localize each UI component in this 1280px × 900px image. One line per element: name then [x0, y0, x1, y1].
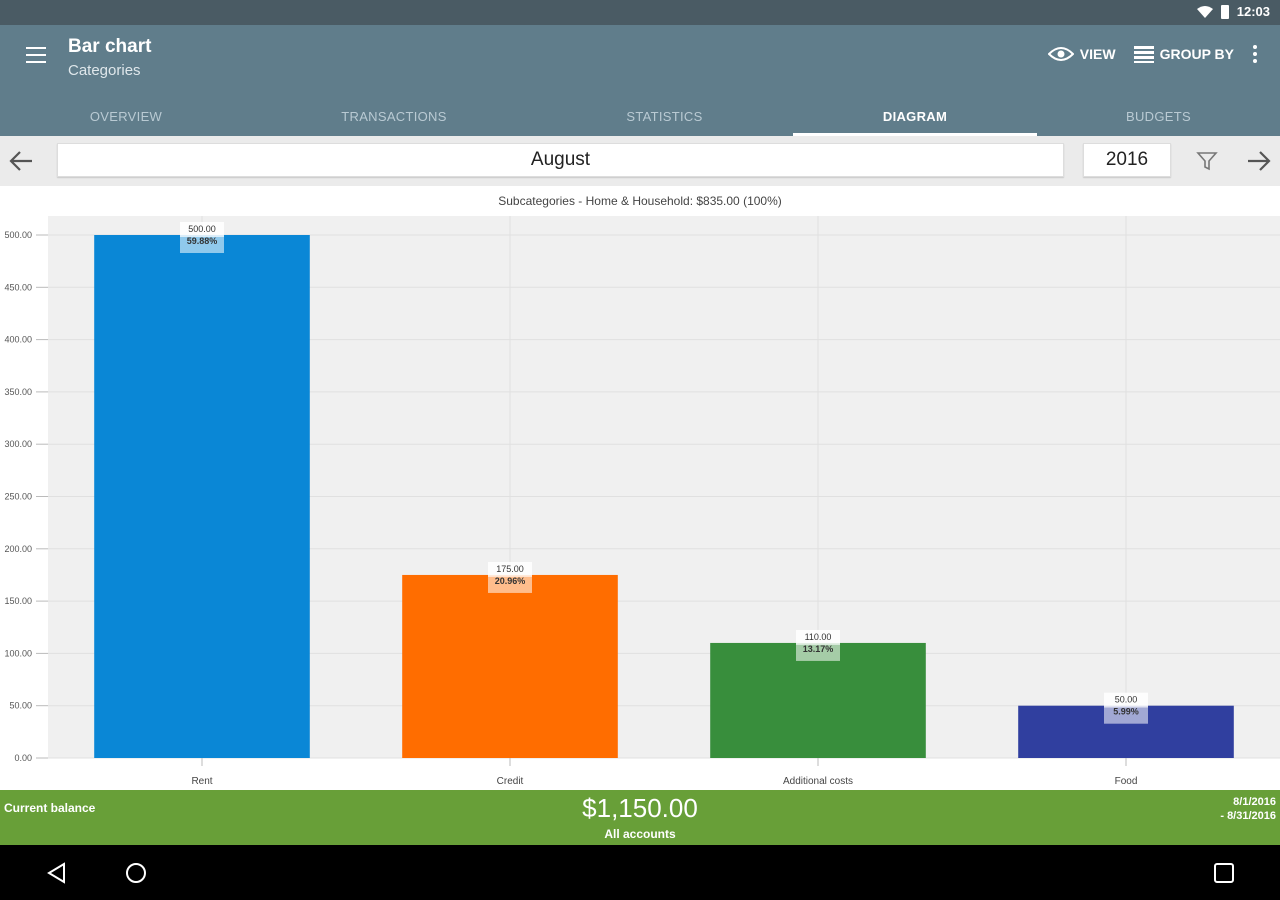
percent-label-box	[180, 237, 224, 253]
x-tick-label: Rent	[191, 776, 212, 787]
accounts-label: All accounts	[604, 827, 676, 841]
tab-transactions[interactable]: TRANSACTIONS	[341, 109, 447, 124]
x-tick-label: Additional costs	[783, 776, 853, 787]
eye-icon	[1047, 47, 1074, 61]
y-tick-label: 350.00	[4, 387, 32, 397]
y-tick-label: 150.00	[4, 596, 32, 606]
status-icons: 12:03	[1196, 4, 1270, 19]
wifi-icon	[1196, 5, 1213, 18]
x-tick-label: Food	[1115, 776, 1138, 787]
list-icon	[1133, 45, 1154, 63]
balance-amount: $1,150.00	[582, 793, 698, 823]
back-icon[interactable]	[46, 862, 68, 884]
bar-value-label: 500.00	[188, 224, 216, 234]
page-subtitle: Categories	[68, 62, 141, 79]
tab-budgets[interactable]: BUDGETS	[1126, 109, 1191, 124]
bar-chart: 0.00 50.00 100.00 150.00 200.00 250.00 300.00 3…	[4, 216, 1280, 787]
y-tick-label: 50.00	[9, 701, 32, 711]
percent-label-box	[488, 576, 532, 593]
system-nav-bar	[0, 845, 1280, 900]
y-tick-label: 200.00	[4, 544, 32, 554]
filter-icon[interactable]	[1196, 150, 1218, 172]
value-label-box	[1104, 692, 1148, 708]
balance-bar: Current balance $1,150.00 All accounts 8…	[0, 790, 1280, 845]
chart-title: Subcategories - Home & Household: $835.0…	[498, 194, 782, 208]
year-field[interactable]: 2016	[1083, 143, 1171, 177]
date-range-end: - 8/31/2016	[1220, 810, 1276, 822]
status-time: 12:03	[1236, 4, 1270, 19]
arrow-left-icon[interactable]	[8, 148, 34, 174]
x-tick-label: Credit	[497, 776, 524, 787]
page-title: Bar chart	[68, 36, 152, 57]
arrow-right-icon[interactable]	[1246, 148, 1272, 174]
recent-apps-icon[interactable]	[1213, 862, 1235, 884]
month-field[interactable]: August	[57, 143, 1064, 177]
period-selector: August 2016	[0, 136, 1280, 186]
tab-overview[interactable]: OVERVIEW	[89, 109, 163, 124]
balance-label: Current balance	[4, 801, 96, 815]
bar	[402, 574, 618, 758]
group-by-button-label: GROUP BY	[1159, 46, 1234, 62]
tab-statistics[interactable]: STATISTICS	[626, 109, 703, 124]
bar-percent-label: 59.88%	[187, 236, 218, 246]
bar-percent-label: 20.96%	[495, 576, 526, 586]
y-tick-label: 400.00	[4, 335, 32, 345]
bar-percent-label: 13.17%	[803, 644, 834, 654]
bar-value-label: 175.00	[496, 564, 524, 574]
status-bar: 12:03	[0, 0, 1280, 25]
y-tick-label: 250.00	[4, 492, 32, 502]
y-tick-label: 300.00	[4, 439, 32, 449]
y-tick-label: 450.00	[4, 282, 32, 292]
bar	[94, 235, 310, 758]
battery-icon	[1220, 4, 1229, 19]
chart-area: Subcategories - Home & Household: $835.0…	[0, 186, 1280, 790]
app-bar: Bar chart Categories VIEW GROUP BY	[0, 25, 1280, 136]
group-by-button[interactable]: GROUP BY	[1133, 45, 1234, 63]
toolbar-actions: VIEW GROUP BY	[1047, 45, 1258, 63]
percent-label-box	[1104, 707, 1148, 724]
view-button-label: VIEW	[1079, 46, 1116, 62]
view-button[interactable]: VIEW	[1047, 46, 1116, 62]
value-label-box	[180, 222, 224, 237]
bar-value-label: 50.00	[1115, 695, 1138, 705]
home-icon[interactable]	[125, 862, 147, 884]
tab-diagram[interactable]: DIAGRAM	[793, 97, 1037, 136]
value-label-box	[796, 629, 840, 645]
date-range-start: 8/1/2016	[1233, 796, 1276, 808]
menu-icon[interactable]	[26, 47, 46, 63]
date-range: 8/1/2016 - 8/31/2016	[1220, 795, 1276, 823]
y-tick-label: 500.00	[4, 230, 32, 240]
bar-value-label: 110.00	[805, 632, 832, 642]
percent-label-box	[796, 644, 840, 661]
y-tick-label: 0.00	[14, 753, 32, 763]
y-tick-label: 100.00	[4, 648, 32, 658]
more-options-icon[interactable]	[1252, 45, 1258, 63]
bar	[710, 642, 926, 758]
tab-bar: OVERVIEW TRANSACTIONS STATISTICS DIAGRAM…	[0, 97, 1280, 136]
value-label-box	[488, 561, 532, 577]
bar-percent-label: 5.99%	[1113, 707, 1139, 717]
